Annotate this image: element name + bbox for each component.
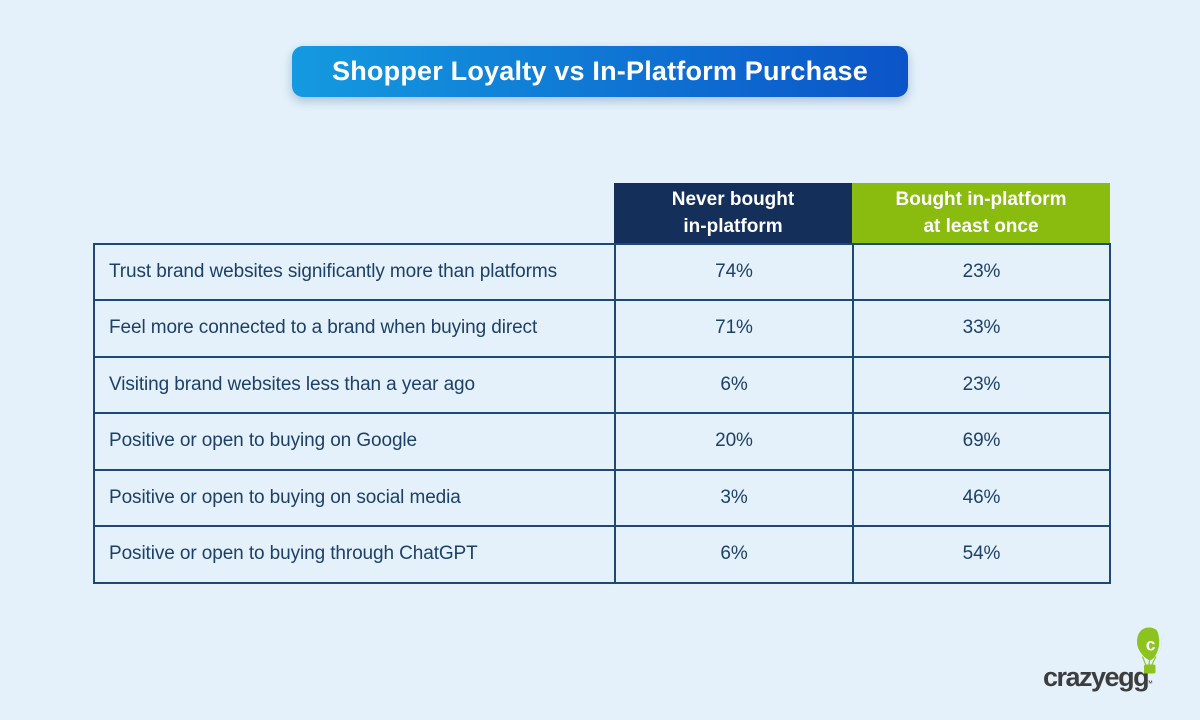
table-row: Positive or open to buying through ChatG… xyxy=(93,525,1111,584)
row-label: Trust brand websites significantly more … xyxy=(93,242,616,301)
bought-once-value: 69% xyxy=(852,412,1111,471)
table-row: Positive or open to buying on social med… xyxy=(93,468,1111,527)
logo-wordmark: crazyegg xyxy=(1043,662,1150,692)
crazyegg-logo: crazyegg ™ c xyxy=(1043,624,1178,699)
row-label: Feel more connected to a brand when buyi… xyxy=(93,299,616,358)
bought-once-value: 23% xyxy=(852,355,1111,414)
column-header-never-bought: Never bought in-platform xyxy=(614,183,852,243)
page-title: Shopper Loyalty vs In-Platform Purchase xyxy=(332,56,868,86)
balloon-icon: c xyxy=(1137,627,1162,674)
column-header-line: Bought in-platform xyxy=(895,188,1067,210)
never-bought-value: 74% xyxy=(614,242,854,301)
bought-once-value: 23% xyxy=(852,242,1111,301)
row-label: Visiting brand websites less than a year… xyxy=(93,355,616,414)
never-bought-value: 71% xyxy=(614,299,854,358)
column-header-line: in-platform xyxy=(683,215,783,237)
column-header-line: Never bought xyxy=(671,188,795,210)
table-row: Visiting brand websites less than a year… xyxy=(93,355,1111,414)
never-bought-value: 6% xyxy=(614,525,854,584)
loyalty-comparison-table: Trust brand websites significantly more … xyxy=(93,242,1111,584)
row-label: Positive or open to buying through ChatG… xyxy=(93,525,616,584)
table-row: Trust brand websites significantly more … xyxy=(93,242,1111,301)
column-header-bought-once: Bought in-platform at least once xyxy=(852,183,1110,243)
bought-once-value: 33% xyxy=(852,299,1111,358)
title-banner: Shopper Loyalty vs In-Platform Purchase xyxy=(292,46,908,97)
never-bought-value: 3% xyxy=(614,468,854,527)
logo-trademark: ™ xyxy=(1145,679,1153,688)
table-row: Positive or open to buying on Google 20%… xyxy=(93,412,1111,471)
row-label: Positive or open to buying on social med… xyxy=(93,468,616,527)
row-label: Positive or open to buying on Google xyxy=(93,412,616,471)
never-bought-value: 20% xyxy=(614,412,854,471)
never-bought-value: 6% xyxy=(614,355,854,414)
table-row: Feel more connected to a brand when buyi… xyxy=(93,299,1111,358)
column-header-line: at least once xyxy=(923,215,1039,237)
svg-text:c: c xyxy=(1146,635,1156,655)
table-column-headers: Never bought in-platform Bought in-platf… xyxy=(614,183,1110,243)
bought-once-value: 54% xyxy=(852,525,1111,584)
bought-once-value: 46% xyxy=(852,468,1111,527)
